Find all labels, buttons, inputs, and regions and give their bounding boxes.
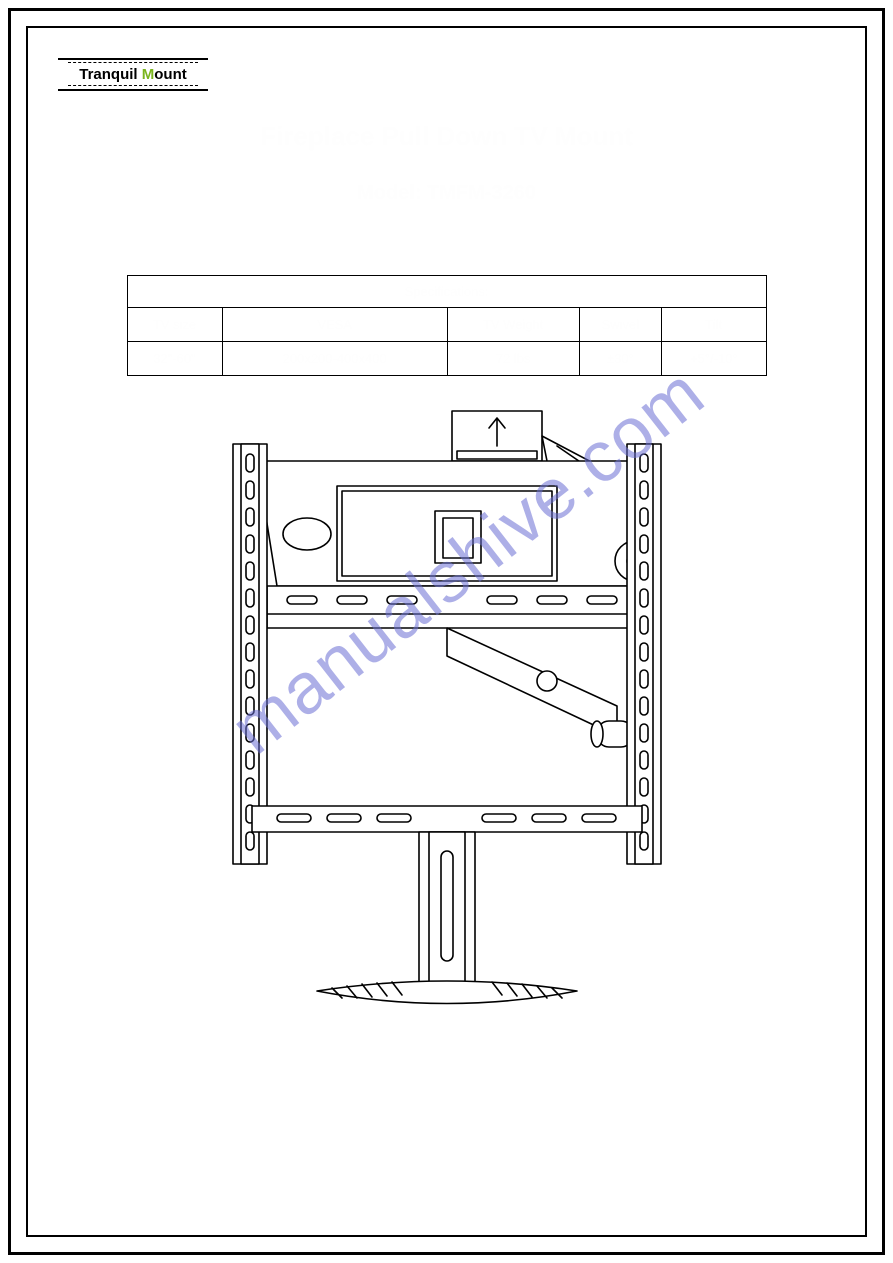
col-vesa: VESA xyxy=(222,308,447,342)
spec-header: Specifications: xyxy=(127,276,766,308)
logo-accent: M xyxy=(142,66,155,83)
col-swivel: Swivel xyxy=(579,308,662,342)
col-tilt: Tilt xyxy=(662,308,766,342)
brand-logo-text: Tranquil Mount xyxy=(62,66,204,83)
spec-table: Specifications: TV size VESA TV Weight S… xyxy=(127,275,767,376)
brand-logo: Tranquil Mount xyxy=(58,58,208,91)
product-diagram xyxy=(197,406,697,1026)
val-tvsize: 32"-60" xyxy=(127,342,222,376)
table-row: 32"-60" 200x200-400x400 72 lbs ±30° +5°/… xyxy=(127,342,766,376)
col-weight: TV Weight xyxy=(447,308,579,342)
val-tilt: +5°/-10° xyxy=(662,342,766,376)
mount-svg xyxy=(197,406,697,1026)
table-row: TV size VESA TV Weight Swivel Tilt xyxy=(127,308,766,342)
model-number: Model: TMFM-3260 xyxy=(58,182,835,205)
page-title: Fireplace Pull Down TV Mount xyxy=(58,121,835,152)
val-weight: 72 lbs xyxy=(447,342,579,376)
col-tvsize: TV size xyxy=(127,308,222,342)
val-vesa: 200x200-400x400 xyxy=(222,342,447,376)
logo-word2: ount xyxy=(154,66,186,83)
logo-word1: Tranquil xyxy=(79,66,142,83)
val-swivel: ±30° xyxy=(579,342,662,376)
